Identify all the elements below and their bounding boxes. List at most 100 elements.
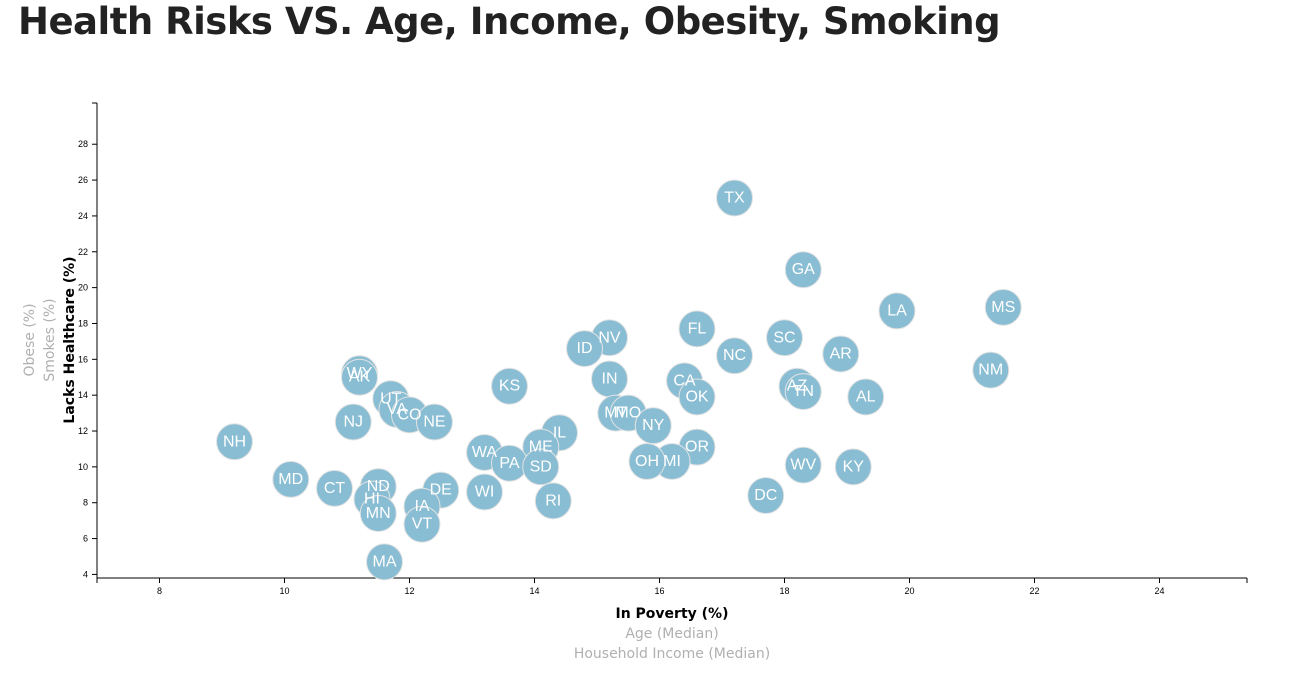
data-point-sd[interactable]: [522, 448, 560, 486]
y-tick-label: 20: [78, 283, 88, 293]
data-point-md[interactable]: [272, 460, 310, 498]
data-point-label-tn: TN: [793, 383, 814, 400]
data-point-oh[interactable]: [628, 442, 666, 480]
data-point-label-nm: NM: [978, 362, 1003, 379]
data-point-label-ak: AK: [349, 369, 371, 386]
data-point-ms[interactable]: [984, 288, 1022, 326]
y-tick-label: 26: [78, 175, 88, 185]
data-point-label-nv: NV: [598, 329, 621, 346]
data-point-label-de: DE: [430, 482, 452, 499]
data-point-wi[interactable]: [466, 473, 503, 511]
data-point-label-mo: MO: [615, 405, 641, 422]
data-point-label-or: OR: [685, 439, 709, 456]
data-point-ne[interactable]: [416, 403, 453, 441]
data-point-nc[interactable]: [716, 337, 753, 375]
data-point-label-pa: PA: [499, 455, 519, 472]
x-axis-title-1[interactable]: Age (Median): [625, 626, 718, 642]
data-point-tx[interactable]: [716, 179, 753, 217]
data-point-dc[interactable]: [747, 477, 785, 515]
data-point-vt[interactable]: [403, 505, 441, 543]
data-point-label-tx: TX: [724, 190, 745, 207]
y-tick-label: 28: [78, 139, 88, 149]
data-point-label-al: AL: [856, 388, 876, 405]
data-point-label-az: AZ: [787, 378, 808, 395]
x-tick-label: 10: [279, 586, 289, 596]
data-point-ct[interactable]: [316, 469, 353, 507]
data-point-label-ny: NY: [642, 417, 665, 434]
data-point-label-ct: CT: [324, 480, 346, 497]
y-tick-label: 10: [78, 462, 88, 472]
x-axis-title-2[interactable]: Household Income (Median): [574, 646, 770, 662]
data-point-label-co: CO: [398, 406, 422, 423]
data-point-label-nc: NC: [723, 347, 746, 364]
data-point-label-dc: DC: [754, 487, 777, 504]
data-point-label-ga: GA: [792, 261, 815, 278]
data-point-la[interactable]: [878, 292, 916, 330]
data-point-label-fl: FL: [688, 320, 707, 337]
x-tick-label: 18: [779, 586, 789, 596]
y-tick-label: 6: [83, 534, 88, 544]
data-point-nj[interactable]: [334, 403, 372, 441]
data-point-label-ia: IA: [414, 498, 429, 515]
data-point-ar[interactable]: [822, 335, 860, 373]
data-point-label-ar: AR: [830, 345, 852, 362]
x-tick-label: 20: [904, 586, 914, 596]
data-point-label-hi: HI: [364, 491, 380, 508]
y-axis-titles: Lacks Healthcare (%)Smokes (%)Obese (%): [22, 256, 78, 423]
x-axis: 8 10 12 14 16 18 20 22 24: [96, 577, 1248, 596]
data-point-fl[interactable]: [678, 310, 716, 348]
data-point-label-nh: NH: [223, 433, 246, 450]
data-point-label-wy: WY: [347, 365, 373, 382]
data-point-ok[interactable]: [678, 378, 716, 416]
x-tick-label: 22: [1029, 586, 1039, 596]
data-point-label-ri: RI: [545, 492, 561, 509]
data-point-wv[interactable]: [784, 446, 822, 484]
data-point-id[interactable]: [566, 330, 603, 368]
data-point-label-id: ID: [577, 340, 593, 357]
x-tick-label: 24: [1154, 586, 1164, 596]
data-point-al[interactable]: [847, 378, 885, 416]
data-point-label-mi: MI: [663, 453, 681, 470]
y-tick-label: 24: [78, 211, 88, 221]
data-point-nm[interactable]: [972, 351, 1010, 389]
data-point-label-ok: OK: [685, 388, 708, 405]
data-point-ri[interactable]: [534, 482, 572, 520]
data-point-label-vt: VT: [412, 516, 433, 533]
data-point-label-ne: NE: [423, 414, 445, 431]
data-point-label-sd: SD: [530, 458, 552, 475]
y-tick-label: 22: [78, 247, 88, 257]
data-point-label-ky: KY: [843, 458, 865, 475]
data-point-nh[interactable]: [216, 423, 253, 461]
data-point-label-il: IL: [553, 424, 566, 441]
data-point-ak[interactable]: [341, 358, 378, 396]
y-tick-label: 4: [83, 569, 88, 579]
x-tick-label: 16: [654, 586, 664, 596]
data-point-label-sc: SC: [773, 329, 795, 346]
data-point-label-wa: WA: [472, 444, 498, 461]
data-point-label-md: MD: [278, 471, 303, 488]
data-point-ma[interactable]: [366, 543, 403, 581]
data-point-ny[interactable]: [634, 407, 672, 445]
data-point-label-nj: NJ: [343, 414, 363, 431]
data-point-tn[interactable]: [784, 373, 822, 411]
data-point-ga[interactable]: [784, 251, 822, 289]
data-point-label-ca: CA: [673, 372, 696, 389]
x-tick-label: 12: [404, 586, 414, 596]
y-axis-title-1[interactable]: Smokes (%): [42, 298, 58, 381]
x-tick-label: 14: [529, 586, 539, 596]
data-point-label-oh: OH: [635, 453, 659, 470]
data-point-label-me: ME: [529, 439, 553, 456]
y-tick-label: 16: [78, 354, 88, 364]
data-point-label-mt: MT: [604, 405, 627, 422]
data-point-label-la: LA: [887, 302, 907, 319]
data-point-ks[interactable]: [491, 367, 528, 405]
data-point-sc[interactable]: [766, 319, 803, 357]
y-axis-title-2[interactable]: Obese (%): [22, 303, 38, 376]
data-point-ky[interactable]: [834, 448, 872, 486]
data-point-label-va: VA: [387, 401, 407, 418]
y-axis-title-0[interactable]: Lacks Healthcare (%): [62, 256, 78, 423]
x-axis-title-0[interactable]: In Poverty (%): [616, 606, 729, 622]
data-point-mn[interactable]: [359, 494, 397, 532]
x-axis-titles: In Poverty (%) Age (Median) Household Inco…: [574, 606, 770, 662]
